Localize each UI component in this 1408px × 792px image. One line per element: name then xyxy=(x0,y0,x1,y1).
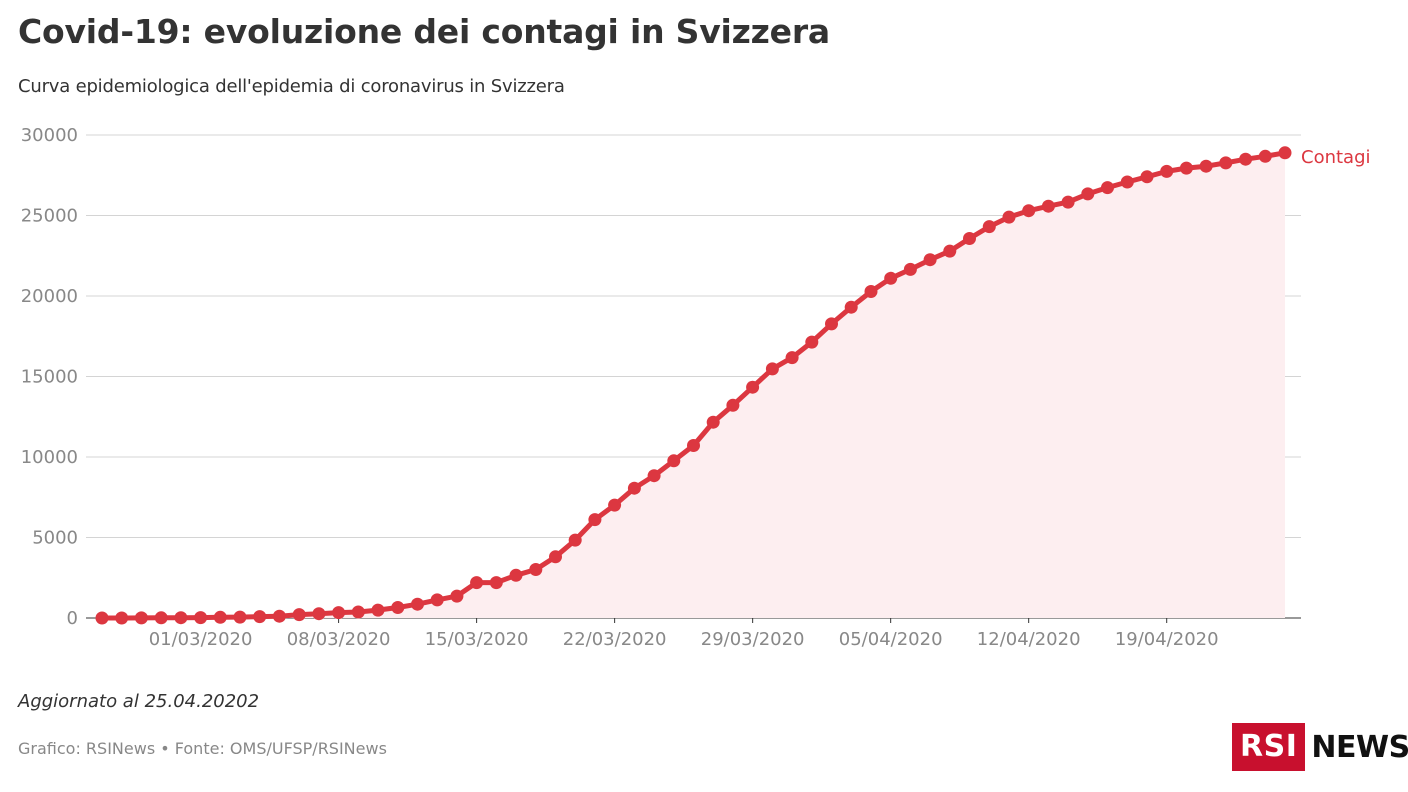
data-point xyxy=(1061,195,1075,209)
data-point xyxy=(864,285,878,298)
data-point xyxy=(411,597,424,611)
rsi-news-logo: RSI NEWS xyxy=(1232,723,1408,771)
data-point xyxy=(529,563,543,576)
data-point xyxy=(233,610,247,624)
data-point xyxy=(351,605,365,619)
data-point xyxy=(1179,161,1193,175)
data-point xyxy=(430,593,444,607)
data-point xyxy=(647,469,661,483)
updated-note: Aggiornato al 25.04.20202 xyxy=(18,691,260,712)
chart-plot: 0 5000 10000 15000 20000 25000 30000 01/03/2020… xyxy=(21,125,1371,650)
data-point xyxy=(608,498,622,512)
area-layer xyxy=(102,152,1285,619)
data-point xyxy=(115,611,129,625)
data-point xyxy=(1140,170,1154,184)
data-point xyxy=(706,415,720,429)
data-point xyxy=(765,362,779,376)
data-point xyxy=(391,601,405,614)
data-point xyxy=(272,609,286,623)
data-point xyxy=(884,271,898,285)
x-tick-label: 08/03/2020 xyxy=(287,629,391,650)
data-point xyxy=(1219,156,1233,170)
data-point xyxy=(568,533,582,547)
data-point xyxy=(95,611,109,625)
series-label: Contagi xyxy=(1301,147,1371,168)
y-tick-label: 30000 xyxy=(21,125,78,146)
data-point xyxy=(1041,199,1055,213)
data-point xyxy=(903,262,917,276)
chart-title: Covid-19: evoluzione dei contagi in Sviz… xyxy=(18,12,830,51)
y-tick-label: 0 xyxy=(67,608,78,629)
data-point xyxy=(923,253,937,267)
logo-news: NEWS xyxy=(1311,729,1408,765)
data-point xyxy=(292,608,306,622)
data-point xyxy=(627,481,641,495)
y-tick-label: 10000 xyxy=(21,447,78,468)
data-point xyxy=(726,398,740,412)
y-tick-label: 25000 xyxy=(21,206,78,227)
data-point xyxy=(1022,204,1036,218)
data-point xyxy=(371,603,385,617)
data-point xyxy=(450,589,464,603)
series-area xyxy=(102,152,1285,619)
x-tick-label: 01/03/2020 xyxy=(149,629,253,650)
data-points xyxy=(95,146,1292,625)
data-point xyxy=(963,232,976,245)
data-point xyxy=(253,610,267,624)
data-point xyxy=(1278,146,1292,160)
data-point xyxy=(194,611,208,625)
data-point xyxy=(1239,152,1253,166)
data-point xyxy=(213,610,227,624)
data-point xyxy=(785,351,799,365)
data-point xyxy=(1258,149,1272,163)
data-point xyxy=(1160,164,1174,178)
data-point xyxy=(687,439,700,452)
data-point xyxy=(943,244,957,258)
x-tick-label: 22/03/2020 xyxy=(563,629,667,650)
x-tick-label: 19/04/2020 xyxy=(1115,629,1219,650)
data-point xyxy=(134,611,148,625)
data-point xyxy=(746,380,760,394)
x-tick-label: 12/04/2020 xyxy=(977,629,1081,650)
data-point xyxy=(174,611,188,625)
data-point xyxy=(1199,159,1213,173)
y-tick-label: 20000 xyxy=(21,286,78,307)
x-tick-label: 29/03/2020 xyxy=(701,629,805,650)
data-point xyxy=(312,607,326,621)
data-point xyxy=(470,576,484,590)
source-note: Grafico: RSINews • Fonte: OMS/UFSP/RSINe… xyxy=(18,739,387,758)
data-point xyxy=(1081,187,1095,201)
data-point xyxy=(1101,181,1114,195)
x-tick-label: 15/03/2020 xyxy=(425,629,529,650)
data-point xyxy=(489,576,503,590)
data-point xyxy=(1120,175,1134,189)
data-point xyxy=(588,513,602,527)
data-point xyxy=(805,335,819,349)
data-point xyxy=(509,568,523,582)
x-tick-label: 05/04/2020 xyxy=(839,629,943,650)
logo-rsi: RSI xyxy=(1232,723,1306,771)
data-point xyxy=(332,606,346,620)
data-point xyxy=(1002,210,1016,224)
data-point xyxy=(844,300,858,314)
y-tick-label: 15000 xyxy=(21,367,78,388)
axis-labels: 0 5000 10000 15000 20000 25000 30000 01/03/2020… xyxy=(21,125,1371,650)
data-point xyxy=(154,611,168,625)
data-point xyxy=(667,454,681,468)
chart-subtitle: Curva epidemiologica dell'epidemia di co… xyxy=(18,76,565,97)
y-tick-label: 5000 xyxy=(32,528,78,549)
data-point xyxy=(825,317,838,331)
data-point xyxy=(549,550,562,564)
data-point xyxy=(982,220,996,234)
